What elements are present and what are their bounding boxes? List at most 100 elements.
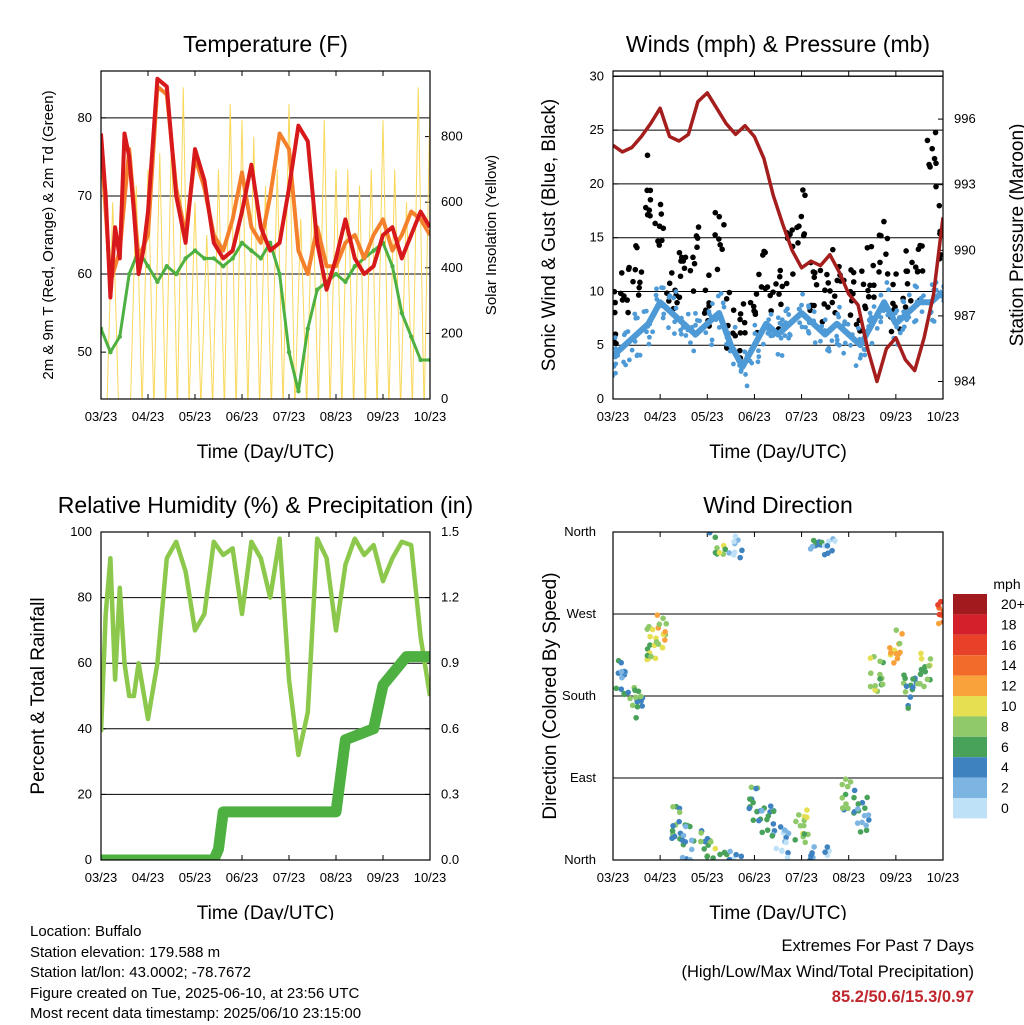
sonic-wind-point (797, 306, 802, 312)
sonic-wind-point (688, 340, 693, 346)
gust-point (829, 299, 836, 306)
gust-point (902, 304, 909, 310)
direction-point (687, 856, 693, 860)
gust-point (850, 279, 857, 285)
direction-point (733, 851, 739, 858)
gust-point (613, 288, 618, 295)
direction-point (783, 839, 789, 846)
sonic-wind-point (858, 352, 864, 358)
gust-point (674, 299, 680, 306)
plot-frame (100, 531, 431, 861)
x-tick-label: 04/23 (644, 870, 677, 885)
gust-point (883, 251, 889, 257)
x-tick-label: 05/23 (691, 870, 724, 885)
y2-tick-label: 993 (954, 177, 976, 192)
gust-point (915, 246, 922, 253)
solar-insolation-spike (130, 185, 143, 399)
plot-frame (612, 531, 944, 861)
x-tick-label: 06/23 (226, 870, 259, 885)
panel-title: Temperature (F) (183, 31, 348, 57)
sonic-wind-point (834, 337, 840, 343)
sonic-wind-point (752, 331, 758, 336)
sonic-wind-point (613, 363, 617, 369)
direction-point (877, 676, 883, 682)
x-tick-label: 04/23 (132, 409, 165, 424)
dewpoint-point (333, 271, 339, 277)
solar-insolation-spike (341, 169, 354, 399)
direction-point (945, 619, 951, 625)
gust-point (607, 296, 613, 302)
direction-point (943, 599, 949, 605)
sonic-wind-point (842, 328, 847, 334)
sonic-wind-point (868, 314, 874, 320)
sonic-wind-point (878, 319, 884, 325)
gust-point (909, 259, 915, 266)
gust-point (732, 332, 739, 339)
gust-point (821, 301, 827, 307)
sonic-wind-point (635, 352, 640, 358)
temp-2m-line (101, 76, 430, 300)
dewpoint-point (277, 271, 282, 277)
sonic-wind-point (826, 345, 832, 351)
sonic-wind-point (673, 305, 679, 311)
y-tick-label: East (570, 770, 596, 785)
direction-point (924, 676, 931, 683)
x-axis-label: Time (Day/UTC) (709, 442, 847, 463)
gust-point (813, 281, 820, 288)
sonic-wind-point (919, 309, 925, 315)
dewpoint-point (305, 326, 310, 331)
gust-point (726, 289, 733, 296)
y-axis-label: Sonic Wind & Gust (Blue, Black) (539, 99, 560, 371)
sonic-wind-point (632, 311, 638, 317)
sonic-wind-point (945, 297, 950, 302)
dewpoint-point (249, 248, 254, 253)
direction-point (669, 827, 676, 834)
sonic-wind-point (743, 372, 748, 377)
sonic-wind-point (770, 333, 776, 338)
x-tick-label: 07/23 (273, 870, 306, 885)
direction-point (847, 779, 854, 785)
direction-point (851, 787, 858, 794)
gust-point (936, 202, 943, 209)
direction-point (746, 805, 753, 812)
solar-insolation-spike (294, 218, 307, 399)
gust-point (931, 155, 938, 162)
sonic-wind-point (716, 325, 722, 330)
sonic-wind-point (805, 329, 811, 334)
x-tick-label: 03/23 (85, 870, 118, 885)
direction-point (917, 671, 924, 678)
direction-point (935, 620, 942, 627)
sonic-wind-point (901, 309, 907, 315)
sonic-wind-point (725, 330, 731, 336)
dewpoint-point (315, 287, 320, 292)
direction-point (921, 683, 927, 690)
direction-point (872, 683, 879, 689)
gust-point (929, 145, 936, 152)
direction-point (843, 801, 849, 807)
direction-point (792, 837, 798, 843)
gust-point (848, 267, 854, 273)
direction-point (857, 829, 864, 835)
sonic-wind-point (855, 325, 861, 331)
sonic-wind-point (881, 308, 887, 314)
sonic-wind-point (724, 341, 729, 347)
direction-point (893, 650, 900, 657)
sonic-wind-point (765, 322, 771, 327)
sonic-wind-point (621, 344, 626, 349)
solar-insolation-spike (247, 136, 260, 399)
direction-point (864, 794, 870, 801)
direction-point (688, 846, 695, 853)
legend-swatch (953, 634, 987, 656)
sonic-wind-point (782, 333, 788, 339)
solar-insolation-spike (200, 234, 213, 399)
solar-insolation-spike (423, 103, 430, 399)
sonic-wind-point (689, 324, 695, 330)
direction-point (905, 705, 912, 711)
gust-point (736, 347, 743, 354)
gust-point (644, 152, 651, 159)
y2-tick-label: 990 (954, 242, 976, 257)
dewpoint-point (418, 357, 423, 363)
direction-point (634, 704, 641, 710)
direction-point (839, 795, 846, 801)
gust-point (701, 310, 708, 316)
